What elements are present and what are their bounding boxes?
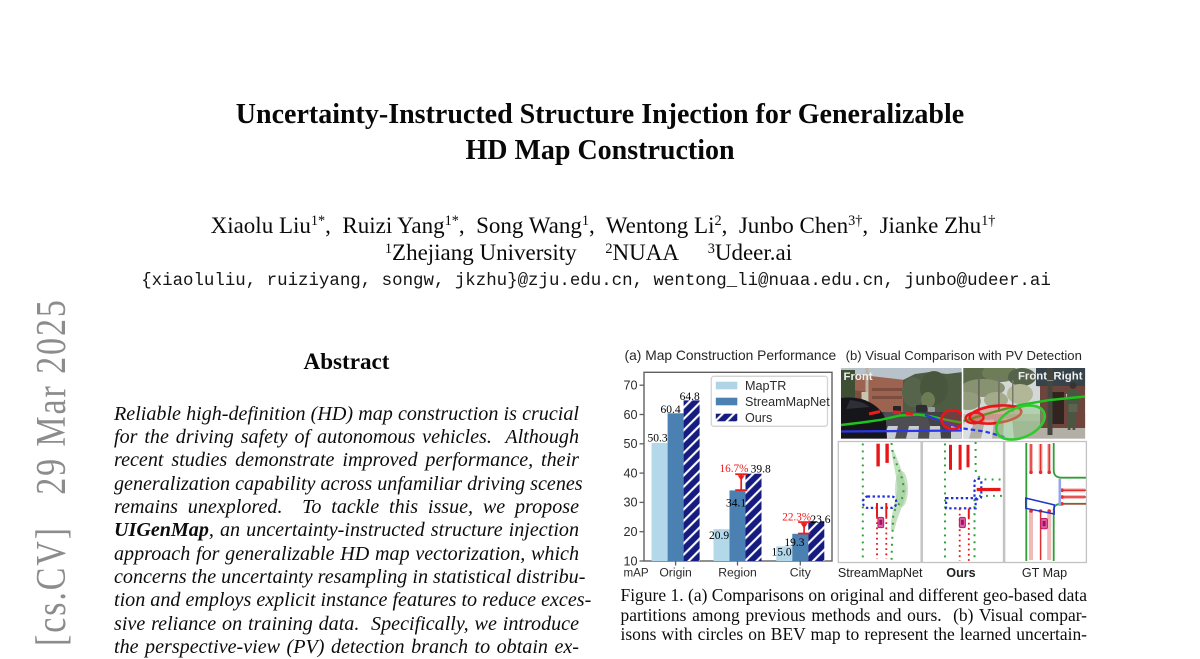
svg-text:34.1: 34.1	[726, 497, 746, 509]
svg-text:19.3: 19.3	[784, 537, 804, 549]
svg-text:60.4: 60.4	[661, 404, 681, 416]
svg-text:Ours: Ours	[946, 566, 975, 580]
svg-text:StreamMapNet: StreamMapNet	[745, 395, 830, 409]
svg-text:22.3%: 22.3%	[782, 511, 811, 523]
svg-text:70: 70	[623, 379, 637, 393]
svg-text:20.9: 20.9	[709, 530, 729, 542]
svg-text:23.6: 23.6	[810, 514, 830, 526]
svg-text:GT Map: GT Map	[1022, 566, 1067, 580]
svg-text:Front_Right: Front_Right	[1018, 371, 1083, 383]
svg-text:50: 50	[623, 437, 637, 451]
svg-text:mAP: mAP	[624, 566, 649, 579]
svg-text:(a) Map Construction Performan: (a) Map Construction Performance	[625, 348, 837, 363]
svg-text:10: 10	[623, 554, 637, 568]
svg-text:StreamMapNet: StreamMapNet	[838, 566, 923, 580]
svg-text:60: 60	[623, 408, 637, 422]
svg-text:20: 20	[623, 525, 637, 539]
svg-text:(b) Visual Comparison with PV: (b) Visual Comparison with PV Detection	[846, 348, 1082, 363]
svg-text:MapTR: MapTR	[745, 379, 786, 393]
svg-text:Region: Region	[718, 565, 757, 579]
svg-text:City: City	[790, 565, 812, 579]
svg-text:39.8: 39.8	[751, 463, 771, 475]
svg-text:Ours: Ours	[745, 411, 772, 425]
svg-text:40: 40	[623, 466, 637, 480]
svg-text:Front: Front	[844, 371, 873, 383]
svg-text:Origin: Origin	[659, 565, 692, 579]
svg-text:30: 30	[623, 496, 637, 510]
svg-text:15.0: 15.0	[771, 546, 791, 558]
svg-text:50.3: 50.3	[647, 433, 667, 445]
svg-text:64.8: 64.8	[680, 391, 700, 403]
svg-text:16.7%: 16.7%	[720, 463, 749, 475]
